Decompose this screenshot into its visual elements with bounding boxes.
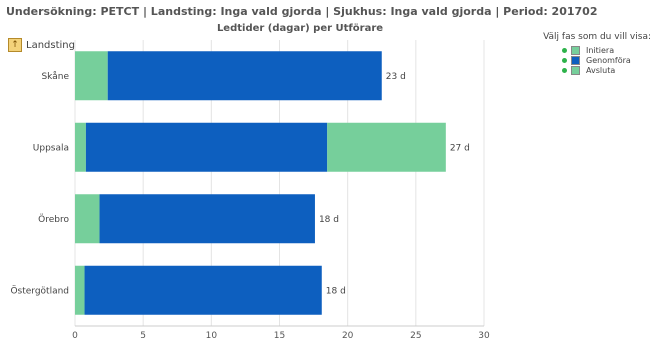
legend-item-initiera[interactable]: Initiera xyxy=(562,45,655,55)
bar-segment[interactable] xyxy=(75,51,108,101)
arrow-up-icon: ↑ xyxy=(8,38,22,52)
category-label[interactable]: Östergötland xyxy=(10,285,69,296)
data-label: 23 d xyxy=(386,72,406,82)
x-tick-label: 30 xyxy=(478,331,490,340)
x-tick-label: 15 xyxy=(274,331,285,340)
legend-label: Initiera xyxy=(586,45,615,55)
category-label[interactable]: Skåne xyxy=(41,71,69,82)
x-tick-label: 10 xyxy=(206,331,218,340)
x-tick-label: 25 xyxy=(410,331,421,340)
data-label: 27 d xyxy=(450,143,470,153)
bar-segment[interactable] xyxy=(75,265,85,315)
category-label[interactable]: Örebro xyxy=(38,214,69,225)
legend-toggle-icon[interactable] xyxy=(562,67,567,73)
chart-title: Ledtider (dagar) per Utförare xyxy=(216,23,384,34)
bar-segment[interactable] xyxy=(75,194,100,244)
data-label: 18 d xyxy=(319,215,339,225)
legend-toggle-icon[interactable] xyxy=(562,47,567,53)
bar-segment[interactable] xyxy=(85,122,328,172)
legend-swatch xyxy=(571,65,580,75)
drillup-label: Landsting xyxy=(26,39,75,51)
legend: Välj fas som du vill visa: Initiera Geno… xyxy=(540,32,655,75)
bar-segment[interactable] xyxy=(84,265,322,315)
x-tick-label: 5 xyxy=(140,331,146,340)
bar-segment[interactable] xyxy=(75,122,86,172)
x-tick-label: 20 xyxy=(342,331,354,340)
bar-segment[interactable] xyxy=(327,122,446,172)
bar-segment[interactable] xyxy=(99,194,315,244)
data-label: 18 d xyxy=(326,286,346,296)
legend-item-genomfora[interactable]: Genomföra xyxy=(562,55,655,65)
legend-swatch xyxy=(571,45,580,55)
report-filter-header: Undersökning: PETCT | Landsting: Inga va… xyxy=(6,5,598,18)
x-tick-label: 0 xyxy=(72,331,78,340)
legend-label: Avsluta xyxy=(586,65,616,75)
legend-swatch xyxy=(571,55,580,65)
legend-item-avsluta[interactable]: Avsluta xyxy=(562,65,655,75)
category-label[interactable]: Uppsala xyxy=(33,143,69,153)
bar-segment[interactable] xyxy=(107,51,382,101)
legend-toggle-icon[interactable] xyxy=(562,57,567,63)
legend-title: Välj fas som du vill visa: xyxy=(543,32,651,42)
drillup-button[interactable]: ↑ Landsting xyxy=(8,38,75,52)
legend-label: Genomföra xyxy=(586,55,631,65)
